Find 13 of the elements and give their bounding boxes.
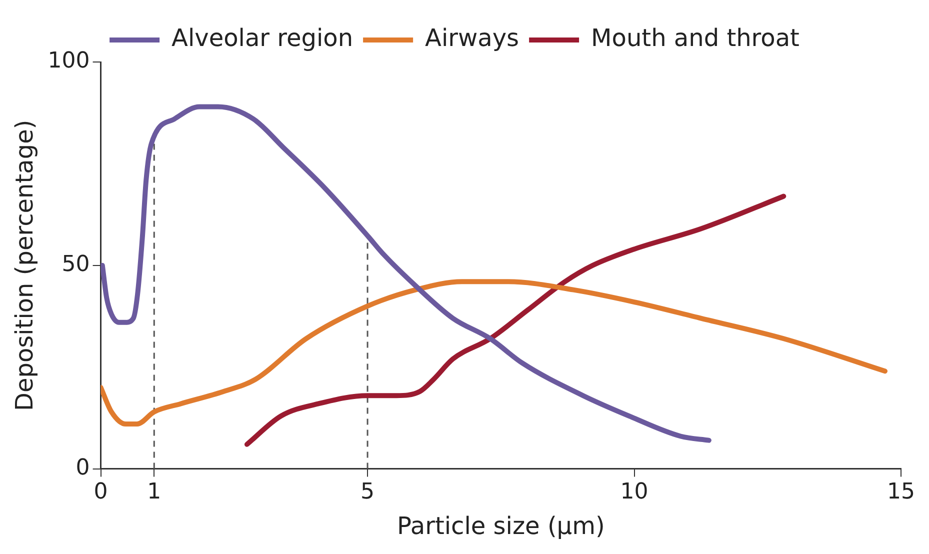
legend-label: Alveolar region: [172, 24, 354, 52]
x-tick-label: 5: [360, 480, 375, 505]
x-tick-label: 15: [887, 480, 915, 505]
y-axis-title: Deposition (percentage): [10, 120, 39, 412]
x-tick-label: 0: [94, 480, 108, 505]
legend-label: Airways: [425, 24, 520, 52]
y-tick-label: 100: [48, 48, 90, 74]
x-axis-title: Particle size (µm): [396, 512, 605, 540]
y-tick-label: 50: [62, 252, 90, 278]
x-tick-label: 10: [620, 480, 648, 505]
legend-label: Mouth and throat: [591, 24, 800, 52]
x-tick-label: 1: [147, 480, 162, 505]
y-tick-label: 0: [76, 456, 90, 481]
